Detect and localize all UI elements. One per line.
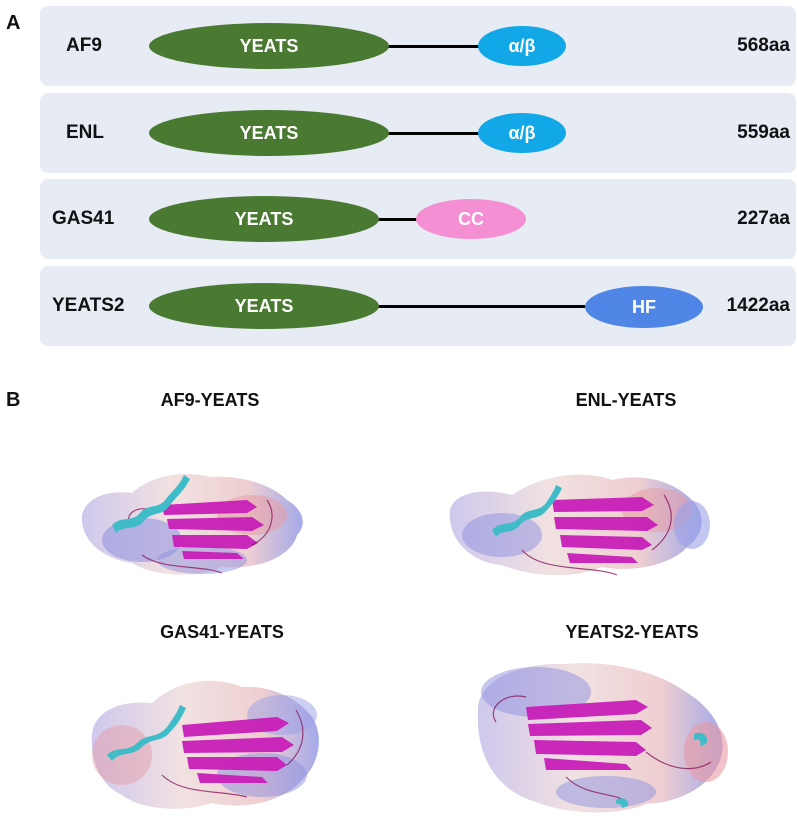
helical-fold-domain: HF bbox=[585, 286, 703, 328]
structure-title-gas41: GAS41-YEATS bbox=[160, 622, 284, 642]
protein-name: AF9 bbox=[66, 35, 102, 56]
protein-name: ENL bbox=[66, 122, 104, 143]
af9-structure-image bbox=[81, 473, 303, 575]
yeats-domain: YEATS bbox=[149, 196, 379, 242]
protein-length: 227aa bbox=[737, 208, 790, 229]
yeats-domain: YEATS bbox=[149, 110, 389, 156]
enl-structure-image bbox=[449, 474, 710, 576]
protein-name: YEATS2 bbox=[52, 295, 125, 316]
yeats-domain: YEATS bbox=[149, 23, 389, 69]
linker-line bbox=[375, 305, 595, 308]
panel-letter-a: A bbox=[6, 12, 21, 34]
yeats2-structure-image bbox=[477, 663, 728, 813]
protein-row-yeats2: YEATS2 YEATS HF 1422aa bbox=[40, 266, 796, 346]
protein-length: 568aa bbox=[737, 35, 790, 56]
gas41-structure-image bbox=[91, 680, 319, 809]
protein-length: 1422aa bbox=[726, 295, 790, 316]
linker-line bbox=[385, 132, 485, 135]
panel-letter-b: B bbox=[6, 389, 21, 411]
alpha-beta-domain: α/β bbox=[478, 113, 566, 153]
linker-line bbox=[385, 45, 485, 48]
structure-title-yeats2: YEATS2-YEATS bbox=[565, 622, 699, 642]
protein-length: 559aa bbox=[737, 122, 790, 143]
protein-row-enl: ENL YEATS α/β 559aa bbox=[40, 93, 796, 173]
protein-name: GAS41 bbox=[52, 208, 115, 229]
linker-line bbox=[375, 218, 423, 221]
coiled-coil-domain: CC bbox=[416, 199, 526, 239]
protein-row-af9: AF9 YEATS α/β 568aa bbox=[40, 6, 796, 86]
structure-title-enl: ENL-YEATS bbox=[575, 390, 677, 410]
yeats-domain: YEATS bbox=[149, 283, 379, 329]
protein-row-gas41: GAS41 YEATS CC 227aa bbox=[40, 179, 796, 259]
alpha-beta-domain: α/β bbox=[478, 26, 566, 66]
structure-title-af9: AF9-YEATS bbox=[160, 390, 260, 410]
